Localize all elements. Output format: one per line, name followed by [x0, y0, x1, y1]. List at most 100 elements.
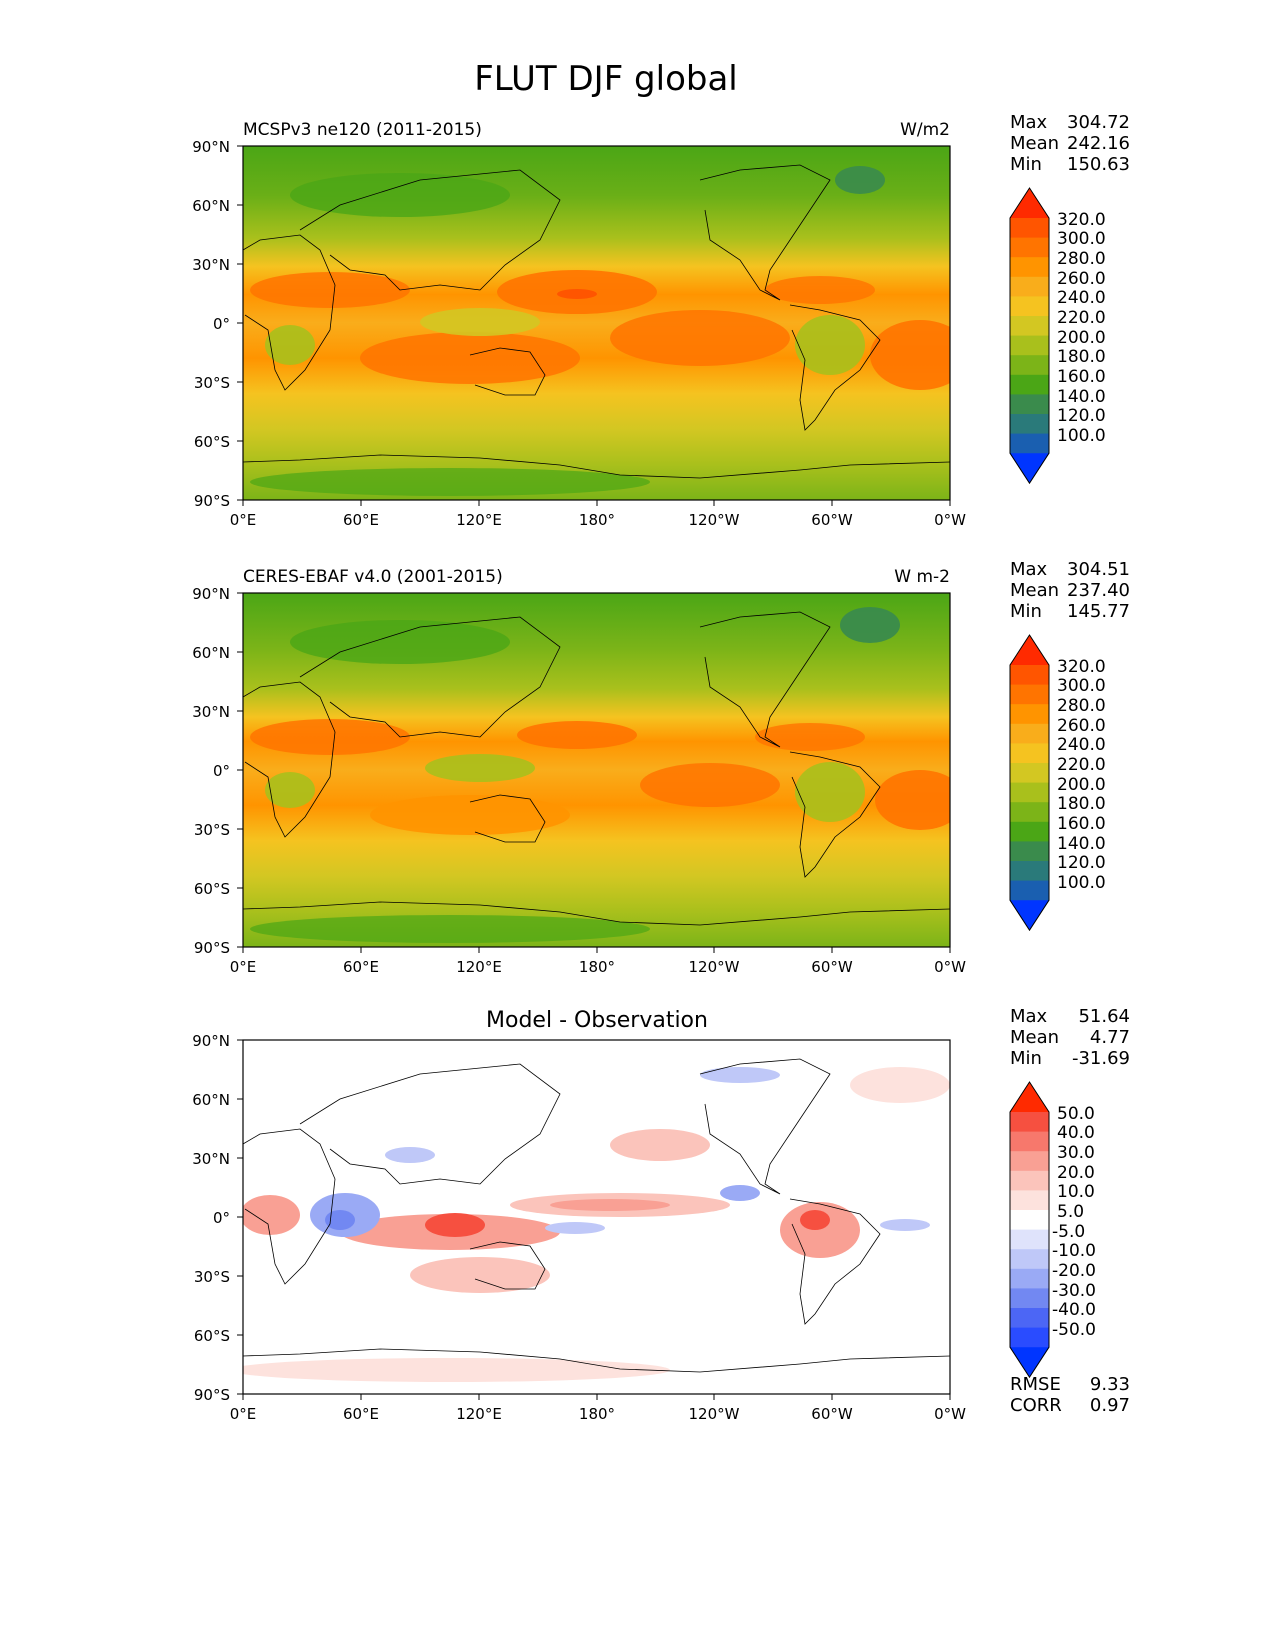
- colorbar-segment: [1010, 1268, 1049, 1289]
- panel-3-cbar-label-minus-20: -20.0: [1052, 1261, 1096, 1281]
- panel-2-antarctica-coast: [243, 901, 950, 926]
- panel-2-ytick-0: 0°: [213, 762, 230, 780]
- panel-1-cbar-label-320: 320.0: [1057, 210, 1106, 230]
- panel-2-cbar-label-100: 100.0: [1057, 873, 1106, 893]
- colorbar-segment: [1010, 374, 1049, 395]
- panel-3-xtick-0e: 0°E: [230, 1405, 257, 1423]
- panel-1-cbar-label-120: 120.0: [1057, 406, 1106, 426]
- panel-2-coastlines: [243, 611, 950, 926]
- panel-2-cbar-label-180: 180.0: [1057, 794, 1106, 814]
- panel-1-xtick-120w: 120°W: [689, 511, 740, 529]
- panel-3-atlantic-negative: [880, 1219, 930, 1231]
- panel-3-xtick-120e: 120°E: [456, 1405, 502, 1423]
- panel-3-ytick-0: 0°: [213, 1209, 230, 1227]
- panel-3-xtick-120w: 120°W: [689, 1405, 740, 1423]
- panel-2-cbar-label-300: 300.0: [1057, 676, 1106, 696]
- panel-1-xtick-120e: 120°E: [456, 511, 502, 529]
- colorbar-outline: [1009, 187, 1050, 485]
- panel-1-stats: Max 304.72 Mean 242.16 Min 150.63: [1010, 112, 1130, 175]
- panel-3-australia-positive: [410, 1257, 550, 1293]
- colorbar-segment: [1010, 276, 1049, 297]
- panel-3-cbar-label-minus-10: -10.0: [1052, 1241, 1096, 1261]
- panel-2-left-title: CERES-EBAF v4.0 (2001-2015): [243, 567, 503, 587]
- panel-1-antarctica-coast: [243, 454, 950, 479]
- panel-1-south-america-coast: [789, 304, 881, 431]
- panel-2-pacific-warm-patch: [517, 721, 637, 749]
- panel-1-xtick-180: 180°: [579, 511, 615, 529]
- panel-1-stat-max-label: Max: [1010, 112, 1048, 133]
- panel-3-ytick-90s: 90°S: [194, 1386, 230, 1404]
- panel-1-xtick-60e: 60°E: [343, 511, 379, 529]
- colorbar-segment: [1010, 394, 1049, 415]
- panel-3-ytick-30s: 30°S: [194, 1268, 230, 1286]
- panel-1-sahara-patch: [250, 272, 410, 308]
- colorbar-segment: [1010, 763, 1049, 784]
- panel-2-siberia: [290, 620, 510, 664]
- panel-3-pacific-positive-core: [550, 1199, 670, 1211]
- panel-2-field: [243, 593, 950, 947]
- panel-2-colorbar: 320.0 300.0 280.0 260.0 240.0 220.0 200.…: [1009, 634, 1106, 932]
- colorbar-extend-top: [1010, 188, 1049, 218]
- colorbar-segment: [1010, 743, 1049, 764]
- panel-3-cbar-label-minus-50: -50.0: [1052, 1320, 1096, 1340]
- colorbar-segment: [1010, 1308, 1049, 1329]
- panel-2-stat-max-label: Max: [1010, 559, 1048, 580]
- panel-3-cbar-label-5: 5.0: [1057, 1202, 1084, 1222]
- panel-1-cbar-label-300: 300.0: [1057, 229, 1106, 249]
- colorbar-segment: [1010, 335, 1049, 356]
- colorbar-segment: [1010, 237, 1049, 258]
- panel-1-ytick-90s: 90°S: [194, 492, 230, 510]
- panel-2-antarctica: [250, 915, 650, 943]
- panel-2-cbar-label-280: 280.0: [1057, 696, 1106, 716]
- panel-2-stat-mean-label: Mean: [1010, 580, 1059, 601]
- panel-1-maritime-continent: [420, 308, 540, 336]
- panel-2-cbar-label-240: 240.0: [1057, 735, 1106, 755]
- panel-3-stat-mean-value: 4.77: [1090, 1027, 1130, 1048]
- colorbar-segment: [1010, 1170, 1049, 1191]
- panel-3-amazon-positive-core: [800, 1210, 830, 1230]
- panel-2-ytick-30n: 30°N: [192, 703, 230, 721]
- panel-2-southeast-pacific-patch: [640, 763, 780, 807]
- panel-2-stat-mean-value: 237.40: [1067, 580, 1130, 601]
- panel-2-xtick-0e: 0°E: [230, 958, 257, 976]
- panel-3-maritime-positive-core: [425, 1213, 485, 1237]
- panel-1-southeast-pacific-patch: [610, 310, 790, 366]
- metric-corr-value: 0.97: [1090, 1395, 1130, 1416]
- colorbar-extend-bottom: [1010, 453, 1049, 484]
- panel-3-africa-coast: [243, 1128, 336, 1285]
- colorbar-segment: [1010, 355, 1049, 376]
- panel-3-indian-negative-core: [325, 1210, 355, 1230]
- panel-3-ytick-60s: 60°S: [194, 1327, 230, 1345]
- colorbar-extend-bottom: [1010, 1347, 1049, 1378]
- panel-3-xtick-0w: 0°W: [934, 1405, 966, 1423]
- panel-3-stat-min-label: Min: [1010, 1048, 1042, 1069]
- panel-3-antarctica-positive: [243, 1358, 670, 1382]
- panel-2-xtick-180: 180°: [579, 958, 615, 976]
- panel-2-cbar-label-220: 220.0: [1057, 755, 1106, 775]
- panel-1-units: W/m2: [900, 120, 950, 140]
- colorbar-segment: [1010, 704, 1049, 725]
- panel-3-coastlines: [243, 1058, 950, 1373]
- panel-3-ytick-60n: 60°N: [192, 1091, 230, 1109]
- panel-difference: Model - Observation: [192, 1006, 1130, 1423]
- colorbar-segment: [1010, 841, 1049, 862]
- panel-1-x-axis: 0°E 60°E 120°E 180° 120°W 60°W 0°W: [230, 500, 966, 529]
- panel-1-ytick-60n: 60°N: [192, 197, 230, 215]
- colorbar-segment: [1010, 1210, 1049, 1231]
- panel-1-ytick-30n: 30°N: [192, 256, 230, 274]
- panel-1-stat-min-label: Min: [1010, 154, 1042, 175]
- panel-3-center-title: Model - Observation: [486, 1008, 708, 1033]
- panel-3-ytick-30n: 30°N: [192, 1150, 230, 1168]
- colorbar-segment: [1010, 880, 1049, 901]
- colorbar-segment: [1010, 257, 1049, 278]
- panel-3-cbar-label-50: 50.0: [1057, 1104, 1095, 1124]
- panel-3-cbar-label-10: 10.0: [1057, 1182, 1095, 1202]
- panel-1-africa-coast: [243, 234, 336, 391]
- colorbar-segment: [1010, 1229, 1049, 1250]
- panel-1-antarctica: [250, 468, 650, 496]
- colorbar-segment: [1010, 665, 1049, 686]
- colorbar-segment: [1010, 1151, 1049, 1172]
- panel-3-x-axis: 0°E 60°E 120°E 180° 120°W 60°W 0°W: [230, 1394, 966, 1423]
- panel-3-cbar-label-20: 20.0: [1057, 1163, 1095, 1183]
